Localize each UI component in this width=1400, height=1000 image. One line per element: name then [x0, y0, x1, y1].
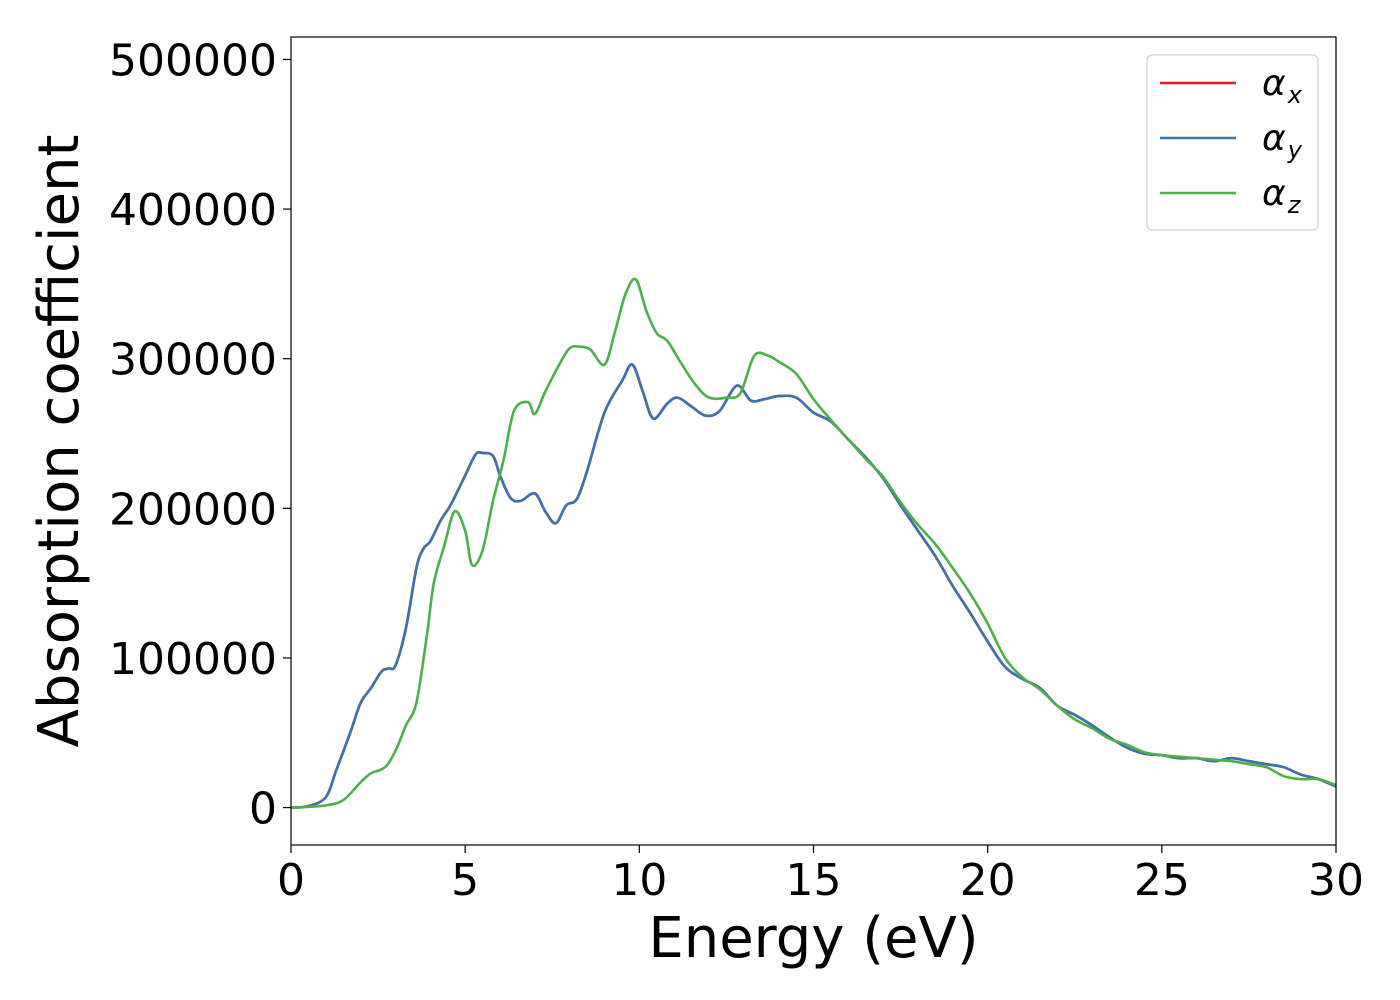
y-tick-label: 200000 — [109, 484, 277, 535]
series-lines — [291, 277, 1336, 809]
y-tick-label: 0 — [249, 784, 277, 835]
legend-label-z: αz — [1262, 173, 1302, 219]
y-axis-label: Absorption coefficient — [27, 135, 92, 748]
y-tick-label: 300000 — [109, 335, 277, 386]
series-line-y — [291, 363, 1336, 809]
y-tick-label: 500000 — [109, 35, 277, 86]
y-tick-label: 400000 — [109, 185, 277, 236]
axis-ticks: 0 5 10 15 20 25 30 0 100000 200000 300000 400000 500… — [109, 35, 1364, 906]
legend: αx αy αz — [1146, 54, 1319, 231]
x-tick-label: 0 — [277, 855, 305, 906]
series-line-x — [291, 363, 1336, 809]
series-line-z — [291, 277, 1336, 809]
x-tick-label: 10 — [611, 855, 667, 906]
legend-box — [1146, 54, 1319, 231]
x-tick-label: 5 — [451, 855, 479, 906]
legend-label-x: αx — [1262, 63, 1303, 109]
x-axis-label: Energy (eV) — [648, 906, 978, 971]
x-tick-label: 30 — [1308, 855, 1364, 906]
y-tick-label: 100000 — [109, 634, 277, 685]
legend-label-y: αy — [1262, 118, 1303, 164]
x-tick-label: 15 — [786, 855, 842, 906]
x-tick-label: 20 — [960, 855, 1016, 906]
x-tick-label: 25 — [1134, 855, 1190, 906]
